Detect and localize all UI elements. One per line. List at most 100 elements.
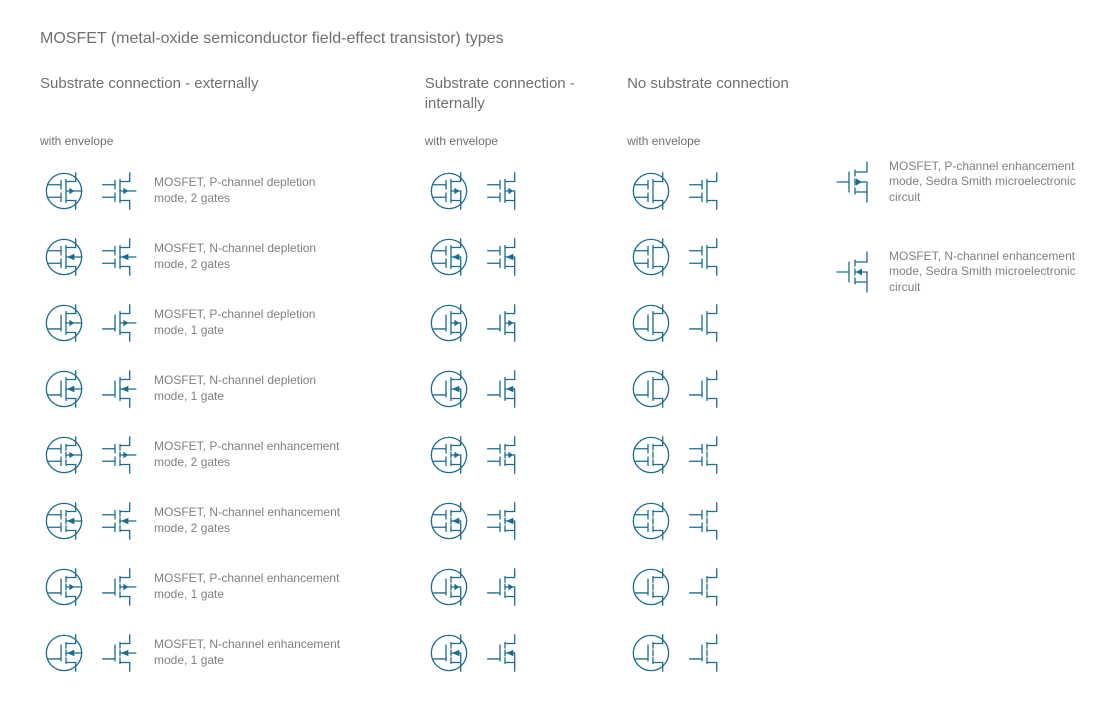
symbol-label: MOSFET, N-channel depletion mode, 2 gate… <box>154 241 344 272</box>
symbol-row: MOSFET, P-channel depletion mode, 1 gate <box>40 290 405 356</box>
symbol-row <box>425 224 607 290</box>
sedra-row: MOSFET, P-channel enhancement mode, Sedr… <box>829 142 1079 222</box>
mosfet-symbol-envelope <box>627 233 675 281</box>
symbol-row: MOSFET, N-channel depletion mode, 2 gate… <box>40 224 405 290</box>
page-title: MOSFET (metal-oxide semiconductor field-… <box>40 30 1079 48</box>
mosfet-symbol <box>479 563 527 611</box>
col-sedra: MOSFET, P-channel enhancement mode, Sedr… <box>829 142 1079 686</box>
mosfet-symbol <box>94 167 142 215</box>
symbol-row: MOSFET, P-channel enhancement mode, 1 ga… <box>40 554 405 620</box>
mosfet-symbol-envelope <box>425 431 473 479</box>
mosfet-symbol-envelope <box>425 233 473 281</box>
symbol-row: MOSFET, P-channel depletion mode, 2 gate… <box>40 158 405 224</box>
symbol-row <box>627 554 809 620</box>
mosfet-symbol-envelope <box>40 629 88 677</box>
mosfet-symbol-envelope <box>627 365 675 413</box>
mosfet-symbol-envelope <box>425 299 473 347</box>
col-external: Substrate connection - externally with e… <box>40 74 405 686</box>
sedra-label: MOSFET, P-channel enhancement mode, Sedr… <box>889 159 1079 206</box>
symbol-label: MOSFET, P-channel depletion mode, 2 gate… <box>154 175 344 206</box>
mosfet-symbol-envelope <box>425 365 473 413</box>
symbol-label: MOSFET, P-channel enhancement mode, 2 ga… <box>154 439 344 470</box>
symbol-row <box>627 158 809 224</box>
symbol-row: MOSFET, N-channel enhancement mode, 1 ga… <box>40 620 405 686</box>
sedra-label: MOSFET, N-channel enhancement mode, Sedr… <box>889 249 1079 296</box>
mosfet-symbol <box>479 299 527 347</box>
mosfet-symbol <box>681 233 729 281</box>
symbol-row: MOSFET, N-channel enhancement mode, 2 ga… <box>40 488 405 554</box>
symbol-label: MOSFET, P-channel enhancement mode, 1 ga… <box>154 571 344 602</box>
symbol-row: MOSFET, N-channel depletion mode, 1 gate <box>40 356 405 422</box>
col-subhead-internal: with envelope <box>425 134 607 148</box>
sedra-symbol <box>829 248 877 296</box>
symbol-label: MOSFET, N-channel enhancement mode, 2 ga… <box>154 505 344 536</box>
col-internal: Substrate connection - internally with e… <box>425 74 607 686</box>
mosfet-symbol-envelope <box>40 497 88 545</box>
symbol-row <box>425 620 607 686</box>
symbol-row <box>627 620 809 686</box>
mosfet-symbol-envelope <box>40 167 88 215</box>
symbol-row <box>627 356 809 422</box>
symbol-row <box>425 356 607 422</box>
mosfet-symbol <box>94 629 142 677</box>
sedra-row: MOSFET, N-channel enhancement mode, Sedr… <box>829 232 1079 312</box>
mosfet-symbol <box>94 299 142 347</box>
col-heading-internal: Substrate connection - internally <box>425 74 607 114</box>
mosfet-symbol-envelope <box>425 497 473 545</box>
mosfet-symbol-envelope <box>627 497 675 545</box>
symbol-row: MOSFET, P-channel enhancement mode, 2 ga… <box>40 422 405 488</box>
mosfet-symbol <box>681 563 729 611</box>
mosfet-symbol <box>479 431 527 479</box>
mosfet-symbol <box>681 167 729 215</box>
symbol-row <box>627 422 809 488</box>
mosfet-symbol <box>479 167 527 215</box>
symbol-label: MOSFET, P-channel depletion mode, 1 gate <box>154 307 344 338</box>
col-subhead-nosub: with envelope <box>627 134 809 148</box>
mosfet-symbol-envelope <box>40 365 88 413</box>
col-internal-rows <box>425 158 607 686</box>
mosfet-symbol-envelope <box>40 233 88 281</box>
mosfet-symbol <box>681 365 729 413</box>
mosfet-symbol-envelope <box>627 431 675 479</box>
mosfet-symbol <box>681 431 729 479</box>
mosfet-symbol-envelope <box>40 563 88 611</box>
col-heading-external: Substrate connection - externally <box>40 74 405 114</box>
mosfet-symbol <box>94 563 142 611</box>
mosfet-symbol-envelope <box>40 299 88 347</box>
col-external-rows: MOSFET, P-channel depletion mode, 2 gate… <box>40 158 405 686</box>
sedra-symbol <box>829 158 877 206</box>
mosfet-symbol <box>479 629 527 677</box>
mosfet-symbol-envelope <box>425 167 473 215</box>
symbol-row <box>627 290 809 356</box>
mosfet-symbol <box>681 629 729 677</box>
col-nosub-rows <box>627 158 809 686</box>
mosfet-symbol <box>479 365 527 413</box>
mosfet-symbol-envelope <box>627 629 675 677</box>
mosfet-symbol <box>681 497 729 545</box>
col-heading-nosub: No substrate connection <box>627 74 809 114</box>
mosfet-symbol <box>479 497 527 545</box>
mosfet-symbol-envelope <box>627 299 675 347</box>
mosfet-symbol-envelope <box>425 563 473 611</box>
col-nosub: No substrate connection with envelope <box>627 74 809 686</box>
mosfet-symbol <box>681 299 729 347</box>
symbol-row <box>627 488 809 554</box>
symbol-row <box>425 554 607 620</box>
symbol-row <box>425 422 607 488</box>
mosfet-symbol <box>94 497 142 545</box>
mosfet-symbol <box>479 233 527 281</box>
mosfet-symbol-envelope <box>40 431 88 479</box>
mosfet-symbol <box>94 431 142 479</box>
mosfet-symbol-envelope <box>627 563 675 611</box>
mosfet-symbol-envelope <box>627 167 675 215</box>
columns-container: Substrate connection - externally with e… <box>40 74 1079 686</box>
col-subhead-external: with envelope <box>40 134 405 148</box>
mosfet-symbol <box>94 365 142 413</box>
symbol-label: MOSFET, N-channel depletion mode, 1 gate <box>154 373 344 404</box>
symbol-row <box>425 488 607 554</box>
symbol-row <box>425 158 607 224</box>
symbol-row <box>425 290 607 356</box>
symbol-label: MOSFET, N-channel enhancement mode, 1 ga… <box>154 637 344 668</box>
mosfet-symbol <box>94 233 142 281</box>
mosfet-symbol-envelope <box>425 629 473 677</box>
